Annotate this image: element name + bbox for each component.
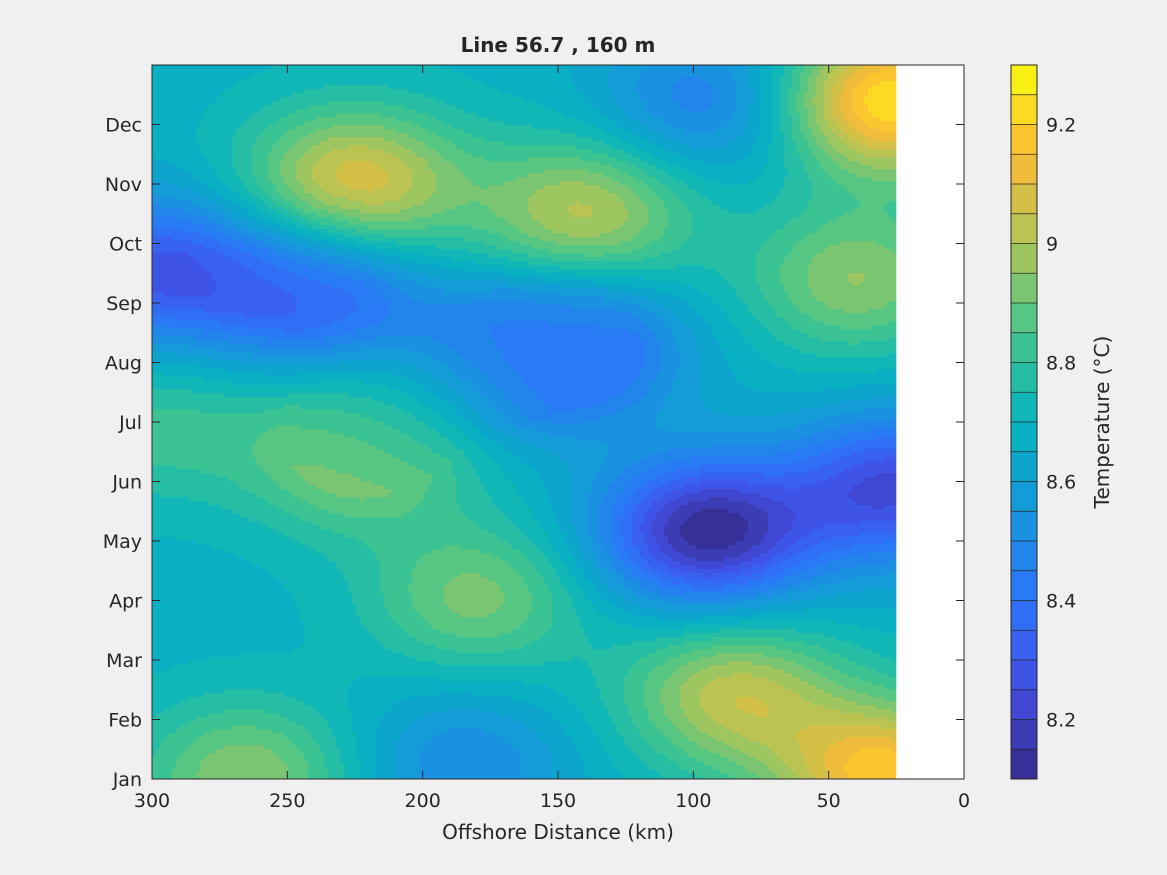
- x-tick-label: 100: [675, 790, 711, 812]
- colorbar-level: [1011, 363, 1037, 393]
- colorbar-level: [1011, 630, 1037, 660]
- colorbar-label: Temperature (°C): [1090, 336, 1114, 510]
- colorbar-level: [1011, 601, 1037, 631]
- colorbar-tick-label: 8.6: [1046, 472, 1076, 494]
- colorbar-level: [1011, 690, 1037, 720]
- colorbar-level: [1011, 720, 1037, 750]
- y-tick-label: Jan: [112, 769, 142, 791]
- colorbar-level: [1011, 154, 1037, 184]
- colorbar-tick-label: 8.2: [1046, 710, 1076, 732]
- colorbar-level: [1011, 273, 1037, 303]
- y-tick-label: Nov: [105, 174, 142, 196]
- colorbar-level: [1011, 244, 1037, 274]
- colorbar-level: [1011, 214, 1037, 244]
- y-tick-label: Apr: [109, 591, 142, 613]
- colorbar-level: [1011, 482, 1037, 512]
- x-tick-label: 250: [269, 790, 305, 812]
- y-tick-label: Dec: [105, 115, 142, 137]
- colorbar-level: [1011, 125, 1037, 155]
- x-tick-label: 200: [405, 790, 441, 812]
- x-tick-label: 0: [958, 790, 970, 812]
- colorbar-level: [1011, 541, 1037, 571]
- colorbar-level: [1011, 660, 1037, 690]
- x-tick-label: 150: [540, 790, 576, 812]
- colorbar: 8.2 8.4 8.6 8.8 9 9.2: [1011, 65, 1076, 780]
- x-tick-label: 50: [817, 790, 841, 812]
- colorbar-level: [1011, 392, 1037, 422]
- y-tick-label: Jun: [111, 472, 142, 494]
- y-tick-label: Jul: [118, 412, 142, 434]
- y-tick-label: May: [103, 531, 142, 553]
- colorbar-level: [1011, 184, 1037, 214]
- colorbar-tick-label: 9.2: [1046, 115, 1076, 137]
- colorbar-tick-label: 9: [1046, 234, 1058, 256]
- colorbar-level: [1011, 511, 1037, 541]
- colorbar-level: [1011, 422, 1037, 452]
- colorbar-level: [1011, 571, 1037, 601]
- temperature-field: [152, 65, 896, 781]
- colorbar-tick-label: 8.4: [1046, 591, 1076, 613]
- y-tick-label: Oct: [109, 234, 142, 256]
- colorbar-level: [1011, 333, 1037, 363]
- colorbar-level: [1011, 303, 1037, 333]
- colorbar-tick-label: 8.8: [1046, 353, 1076, 375]
- x-tick-label: 300: [134, 790, 170, 812]
- colorbar-level: [1011, 65, 1037, 95]
- colorbar-level: [1011, 749, 1037, 779]
- y-tick-label: Sep: [106, 293, 142, 315]
- chart-title: Line 56.7 , 160 m: [461, 33, 656, 57]
- y-tick-label: Feb: [108, 710, 142, 732]
- colorbar-level: [1011, 95, 1037, 125]
- colorbar-level: [1011, 452, 1037, 482]
- y-tick-label: Aug: [105, 353, 142, 375]
- y-tick-label: Mar: [106, 650, 142, 672]
- x-axis-label: Offshore Distance (km): [442, 820, 674, 844]
